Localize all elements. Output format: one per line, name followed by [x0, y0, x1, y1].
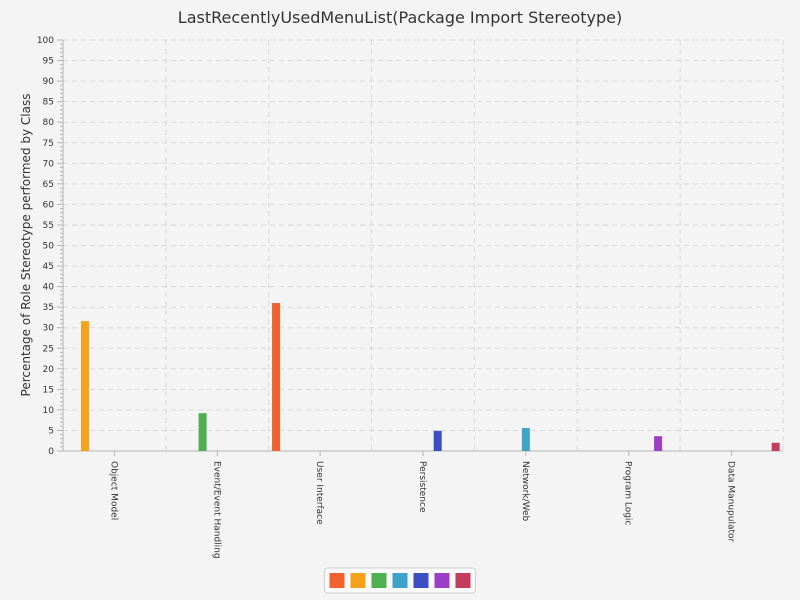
x-tick-label: Object Model	[108, 461, 118, 520]
x-tick-label: Persistence	[417, 461, 427, 513]
y-tick-label: 95	[43, 57, 54, 67]
legend-swatch	[350, 573, 366, 588]
bars	[81, 303, 780, 451]
y-tick-label: 90	[43, 77, 55, 87]
y-tick-label: 100	[37, 36, 54, 46]
bar	[771, 442, 780, 451]
x-axis-ticks: Object Model Event/Event Handling User Int…	[108, 451, 736, 559]
y-tick-label: 15	[43, 385, 54, 395]
y-tick-label: 60	[43, 200, 55, 210]
y-tick-label: 40	[43, 283, 55, 293]
bar	[81, 321, 90, 451]
y-tick-label: 20	[43, 365, 55, 375]
bar	[198, 413, 207, 451]
y-axis-label: Percentage of Role Stereotype performed …	[19, 94, 33, 397]
bar	[521, 427, 530, 451]
y-tick-label: 30	[43, 324, 55, 334]
y-tick-label: 5	[48, 426, 54, 436]
y-tick-label: 70	[43, 159, 55, 169]
chart-title: LastRecentlyUsedMenuList(Package Import …	[178, 8, 622, 27]
y-tick-label: 45	[43, 262, 54, 272]
y-axis-ticks: 0 5 10 15 20 25 30 35 40 45 50 55 60 65 70 75 80 85 90 95 10…	[37, 36, 63, 457]
y-tick-label: 65	[43, 180, 54, 190]
y-tick-label: 50	[43, 242, 55, 252]
legend-swatch	[434, 573, 450, 588]
x-tick-label: Network/Web	[520, 461, 530, 522]
bar	[654, 436, 663, 451]
legend-swatch	[371, 573, 387, 588]
legend-swatch	[329, 573, 345, 588]
bar	[272, 303, 281, 451]
bar	[433, 430, 442, 451]
legend	[324, 567, 476, 594]
y-tick-label: 75	[43, 139, 54, 149]
y-tick-label: 85	[43, 98, 54, 108]
x-tick-label: Program Logic	[623, 461, 633, 525]
y-tick-label: 80	[43, 118, 55, 128]
legend-swatch	[392, 573, 408, 588]
y-tick-label: 35	[43, 303, 54, 313]
grid-lines	[63, 39, 784, 451]
legend-swatch	[413, 573, 429, 588]
legend-swatch	[455, 573, 471, 588]
y-tick-label: 55	[43, 221, 54, 231]
y-tick-label: 0	[48, 447, 54, 457]
y-tick-label: 25	[43, 344, 54, 354]
x-tick-label: Data Manupulator	[726, 461, 736, 543]
x-tick-label: Event/Event Handling	[211, 461, 221, 559]
x-tick-label: User Interface	[314, 461, 324, 525]
y-tick-label: 10	[43, 406, 55, 416]
